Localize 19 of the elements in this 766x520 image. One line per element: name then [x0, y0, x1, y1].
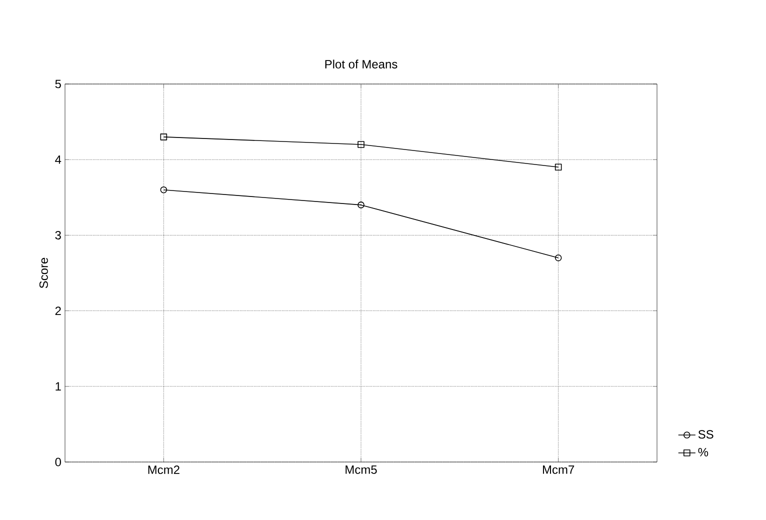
point — [554, 254, 562, 262]
x-tick-label: Mcm7 — [542, 466, 574, 474]
legend-label: % — [698, 448, 708, 456]
y-tick-label: 0 — [55, 458, 62, 466]
y-tick-label: 5 — [55, 80, 61, 88]
y-tick-label: 3 — [55, 230, 61, 240]
y-tick-label: 2 — [55, 306, 61, 315]
chart-title: Plot of Means — [325, 60, 398, 68]
point — [358, 141, 364, 148]
x-tick-label: Mcm2 — [148, 466, 180, 474]
y-tick-label: 4 — [55, 155, 62, 164]
point — [554, 164, 562, 171]
point — [160, 186, 168, 194]
point — [160, 134, 168, 140]
y-tick-label: 1 — [56, 382, 61, 391]
point — [358, 202, 364, 208]
x-tick-label: Mcm5 — [346, 466, 377, 474]
legend-label: SS — [698, 430, 714, 439]
y-axis-title: Score — [39, 258, 48, 288]
